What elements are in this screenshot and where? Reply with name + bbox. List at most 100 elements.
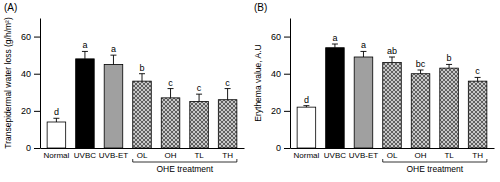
tick-label: OL bbox=[387, 151, 398, 160]
bar bbox=[161, 98, 180, 148]
error-bar bbox=[225, 89, 231, 100]
tick-label: TH bbox=[472, 151, 483, 160]
error-bar bbox=[332, 44, 338, 48]
tick-mark bbox=[34, 111, 40, 112]
tick-mark bbox=[284, 37, 290, 38]
bar bbox=[76, 59, 95, 148]
panel: 0204060NormalUVBCUVB-ETOLOHTLTHErythema … bbox=[253, 2, 495, 174]
y-axis-title: Transepidermal water loss (g/h/m²) bbox=[3, 17, 13, 149]
tick-label: TL bbox=[444, 151, 454, 160]
tick: UVBC bbox=[324, 148, 346, 160]
bar bbox=[133, 81, 152, 148]
tick: OL bbox=[137, 148, 148, 160]
tick-label: 0 bbox=[26, 143, 31, 153]
tick: 20 bbox=[271, 106, 290, 116]
significance-letter: d bbox=[54, 107, 59, 117]
axis-line bbox=[41, 148, 245, 149]
tick-label: UVB-ET bbox=[99, 151, 128, 160]
error-cap bbox=[389, 57, 395, 58]
tick-mark bbox=[284, 148, 290, 149]
bar bbox=[468, 81, 487, 148]
error-cap bbox=[446, 64, 452, 65]
tick-label: 40 bbox=[271, 69, 281, 79]
tick-label: UVB-ET bbox=[349, 151, 378, 160]
tick-mark bbox=[34, 74, 40, 75]
error-stem bbox=[113, 55, 114, 64]
tick-mark bbox=[34, 37, 40, 38]
significance-letter: d bbox=[304, 95, 309, 105]
error-bar bbox=[196, 94, 202, 101]
error-stem bbox=[142, 74, 143, 81]
significance-letter: a bbox=[361, 40, 366, 50]
tick-mark bbox=[284, 111, 290, 112]
tick-label: 20 bbox=[271, 106, 281, 116]
tick: UVB-ET bbox=[349, 148, 378, 160]
tick-mark bbox=[284, 74, 290, 75]
tick: OH bbox=[415, 148, 427, 160]
error-bar bbox=[475, 77, 481, 81]
tick-mark bbox=[34, 148, 40, 149]
bar bbox=[190, 102, 209, 148]
panel-title: (A) bbox=[4, 2, 17, 13]
error-stem bbox=[199, 94, 200, 101]
error-bar bbox=[446, 64, 452, 68]
significance-letter: a bbox=[82, 40, 87, 50]
error-stem bbox=[420, 70, 421, 74]
bar bbox=[104, 64, 123, 148]
error-stem bbox=[56, 118, 57, 122]
group-bracket bbox=[133, 159, 237, 162]
x-axis: NormalUVBCUVB-ETOLOHTLTH bbox=[41, 148, 245, 160]
significance-letter: ab bbox=[387, 46, 397, 56]
tick: Normal bbox=[294, 148, 320, 160]
error-bar bbox=[303, 106, 309, 107]
tick: 40 bbox=[21, 69, 40, 79]
group-label: OHE treatment bbox=[406, 164, 463, 174]
error-cap bbox=[332, 44, 338, 45]
error-cap bbox=[139, 73, 145, 74]
error-stem bbox=[449, 64, 450, 68]
tick-label: 20 bbox=[21, 106, 31, 116]
error-cap bbox=[82, 51, 88, 52]
tick: 60 bbox=[271, 32, 290, 42]
tick: 0 bbox=[26, 143, 40, 153]
tick-label: TL bbox=[194, 151, 204, 160]
tick: Normal bbox=[44, 148, 70, 160]
tick: OH bbox=[165, 148, 177, 160]
bar bbox=[383, 63, 402, 148]
significance-letter: c bbox=[475, 66, 480, 76]
error-bar bbox=[139, 74, 145, 81]
plot-area bbox=[297, 44, 487, 148]
bar bbox=[440, 68, 459, 148]
error-cap bbox=[360, 51, 366, 52]
error-stem bbox=[84, 51, 85, 58]
error-stem bbox=[227, 89, 228, 100]
significance-letter: c bbox=[225, 78, 230, 88]
tick: OL bbox=[387, 148, 398, 160]
tick-label: Normal bbox=[294, 151, 320, 160]
panel: 0204060NormalUVBCUVB-ETOLOHTLTHTransepid… bbox=[3, 2, 245, 174]
bar bbox=[326, 48, 345, 148]
tick: TL bbox=[444, 148, 454, 160]
tick: UVBC bbox=[74, 148, 96, 160]
error-cap bbox=[196, 94, 202, 95]
error-cap bbox=[225, 88, 231, 89]
tick-label: 0 bbox=[276, 143, 281, 153]
group-label: OHE treatment bbox=[156, 164, 213, 174]
axis-line bbox=[40, 19, 41, 149]
bar bbox=[218, 100, 237, 148]
error-bar bbox=[110, 55, 116, 64]
tick: 60 bbox=[21, 32, 40, 42]
error-bar bbox=[168, 89, 174, 98]
error-bar bbox=[360, 51, 366, 57]
tick-label: 60 bbox=[271, 32, 281, 42]
tick: 40 bbox=[271, 69, 290, 79]
error-bar bbox=[82, 51, 88, 58]
bar bbox=[297, 107, 316, 148]
figure: 0204060NormalUVBCUVB-ETOLOHTLTHTransepid… bbox=[0, 0, 500, 182]
x-axis: Normal UVBCUVB-ET OL OH TL TH bbox=[291, 148, 495, 160]
tick-label: UVBC bbox=[74, 151, 96, 160]
y-axis: 0 20 40 60 bbox=[271, 19, 291, 154]
error-stem bbox=[363, 51, 364, 57]
significance-letter: c bbox=[168, 78, 173, 88]
error-cap bbox=[53, 118, 59, 119]
